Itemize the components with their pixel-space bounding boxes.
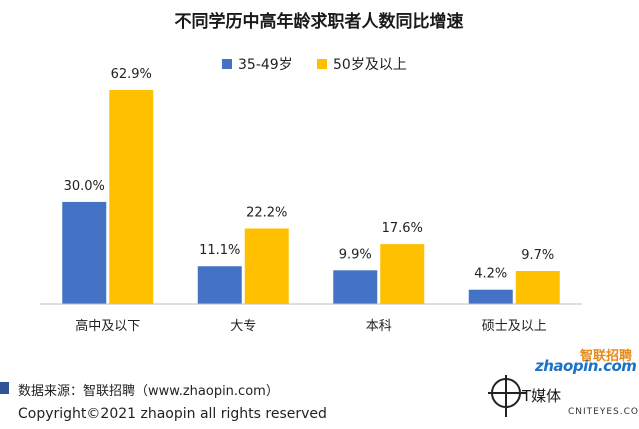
bars	[62, 90, 560, 304]
copyright-note: Copyright©2021 zhaopin all rights reserv…	[18, 406, 327, 422]
category-label: 硕士及以上	[482, 319, 547, 334]
legend-label: 50岁及以上	[333, 57, 407, 73]
data-label: 9.9%	[339, 247, 372, 262]
watermark-brand-cn: 智联招聘	[580, 349, 633, 364]
bar-age-35-49-1	[197, 266, 242, 304]
chart-title: 不同学历中高年龄求职者人数同比增速	[175, 11, 464, 32]
bar-age-50-plus-0	[109, 90, 154, 304]
source-note: 数据来源：智联招聘（www.zhaopin.com）	[18, 384, 279, 399]
data-label: 11.1%	[199, 243, 240, 258]
data-label: 30.0%	[64, 179, 105, 194]
category-label: 高中及以下	[75, 318, 140, 334]
watermark-media: T媒体	[522, 387, 562, 405]
t-media-logo-icon	[488, 375, 526, 417]
legend-swatch	[222, 59, 232, 69]
data-label: 62.9%	[111, 67, 152, 82]
data-label: 4.2%	[474, 267, 507, 282]
watermark-logo: 智联招聘 zhaopin.com T媒体 CNITEYES.COM	[488, 349, 639, 427]
data-labels: 30.0% 62.9% 11.1% 22.2% 9.9% 17.6% 4.2% 9.7%	[64, 67, 555, 282]
category-label: 本科	[366, 319, 392, 334]
data-label: 22.2%	[246, 205, 287, 220]
category-label: 大专	[230, 319, 256, 334]
source-marker	[0, 382, 9, 394]
legend: 35-49岁 50岁及以上	[222, 57, 407, 73]
bar-age-50-plus-1	[244, 228, 289, 304]
watermark-site: CNITEYES.COM	[568, 407, 639, 417]
legend-swatch	[317, 59, 327, 69]
bar-age-35-49-0	[62, 201, 107, 304]
bar-age-50-plus-2	[380, 244, 425, 304]
legend-label: 35-49岁	[238, 57, 293, 73]
category-labels: 高中及以下 大专 本科 硕士及以上	[75, 318, 547, 334]
watermark-brand: zhaopin.com	[535, 357, 637, 375]
data-label: 9.7%	[521, 248, 554, 263]
bar-age-35-49-2	[333, 270, 378, 304]
bar-age-50-plus-3	[515, 270, 560, 304]
bar-age-35-49-3	[468, 289, 513, 304]
data-label: 17.6%	[382, 221, 423, 236]
